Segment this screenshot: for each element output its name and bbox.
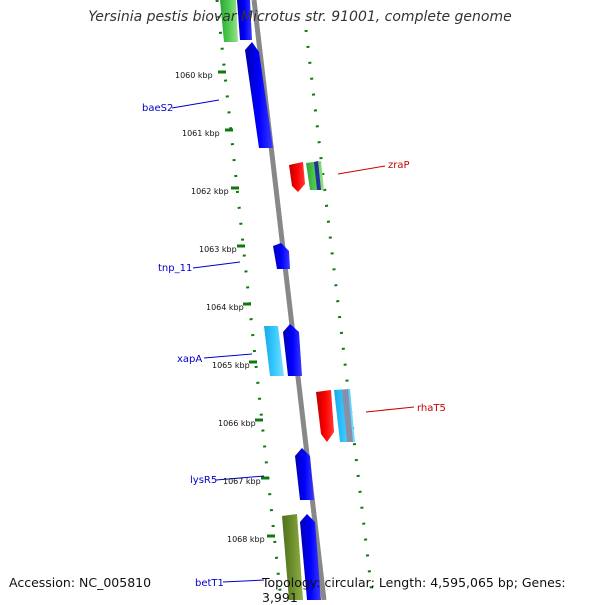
gene-top-blue[interactable] (237, 0, 252, 40)
tick-label: 1066 kbp (218, 419, 256, 428)
leader-lysR5 (215, 475, 265, 481)
gene-label-xapA[interactable]: xapA (177, 354, 202, 365)
gene-lysR5[interactable] (295, 448, 314, 500)
gene-zraP-stripe[interactable] (314, 161, 321, 190)
gene-rhaT5[interactable] (316, 390, 334, 442)
leader-xapA (203, 353, 253, 359)
tick-label: 1064 kbp (206, 303, 244, 312)
inner-dotted-ring (215, 0, 283, 600)
leader-zraP (337, 165, 386, 175)
accession-text: Accession: NC_005810 (9, 575, 152, 590)
genome-title: Yersinia pestis biovar Microtus str. 910… (88, 9, 512, 25)
leader-tnp_11 (192, 261, 241, 269)
gene-label-baeS2[interactable]: baeS2 (142, 103, 173, 114)
gene-zraP[interactable] (289, 162, 305, 192)
leader-baeS2 (171, 99, 220, 109)
gene-label-rhaT5[interactable]: rhaT5 (417, 403, 446, 414)
gene-baeS2[interactable] (245, 42, 273, 148)
gene-label-lysR5[interactable]: lysR5 (190, 475, 217, 486)
gene-label-tnp_11[interactable]: tnp_11 (158, 263, 192, 274)
gene-label-betT1[interactable]: betT1 (195, 578, 224, 589)
tick-label: 1061 kbp (182, 129, 220, 138)
gene-label-zraP[interactable]: zraP (388, 160, 410, 171)
tick-label: 1062 kbp (191, 187, 229, 196)
gene-xapA-a[interactable] (264, 326, 284, 376)
gene-rhaT5-stripe[interactable] (342, 389, 353, 442)
tick-marks (218, 70, 275, 538)
gene-top-green[interactable] (220, 0, 238, 42)
leader-rhaT5 (365, 406, 415, 413)
leader-betT1 (222, 579, 265, 583)
gene-tnp_11[interactable] (273, 243, 290, 269)
tick-label: 1067 kbp (223, 477, 261, 486)
tick-label: 1060 kbp (175, 71, 213, 80)
tick-label: 1063 kbp (199, 245, 237, 254)
tick-label: 1068 kbp (227, 535, 265, 544)
gene-xapA-b[interactable] (283, 324, 302, 376)
topology-text: Topology: circular; Length: 4,595,065 bp… (262, 575, 566, 605)
gene-betT1-b[interactable] (300, 514, 321, 600)
tick-label: 1065 kbp (212, 361, 250, 370)
gene-betT1-a[interactable] (282, 514, 303, 600)
